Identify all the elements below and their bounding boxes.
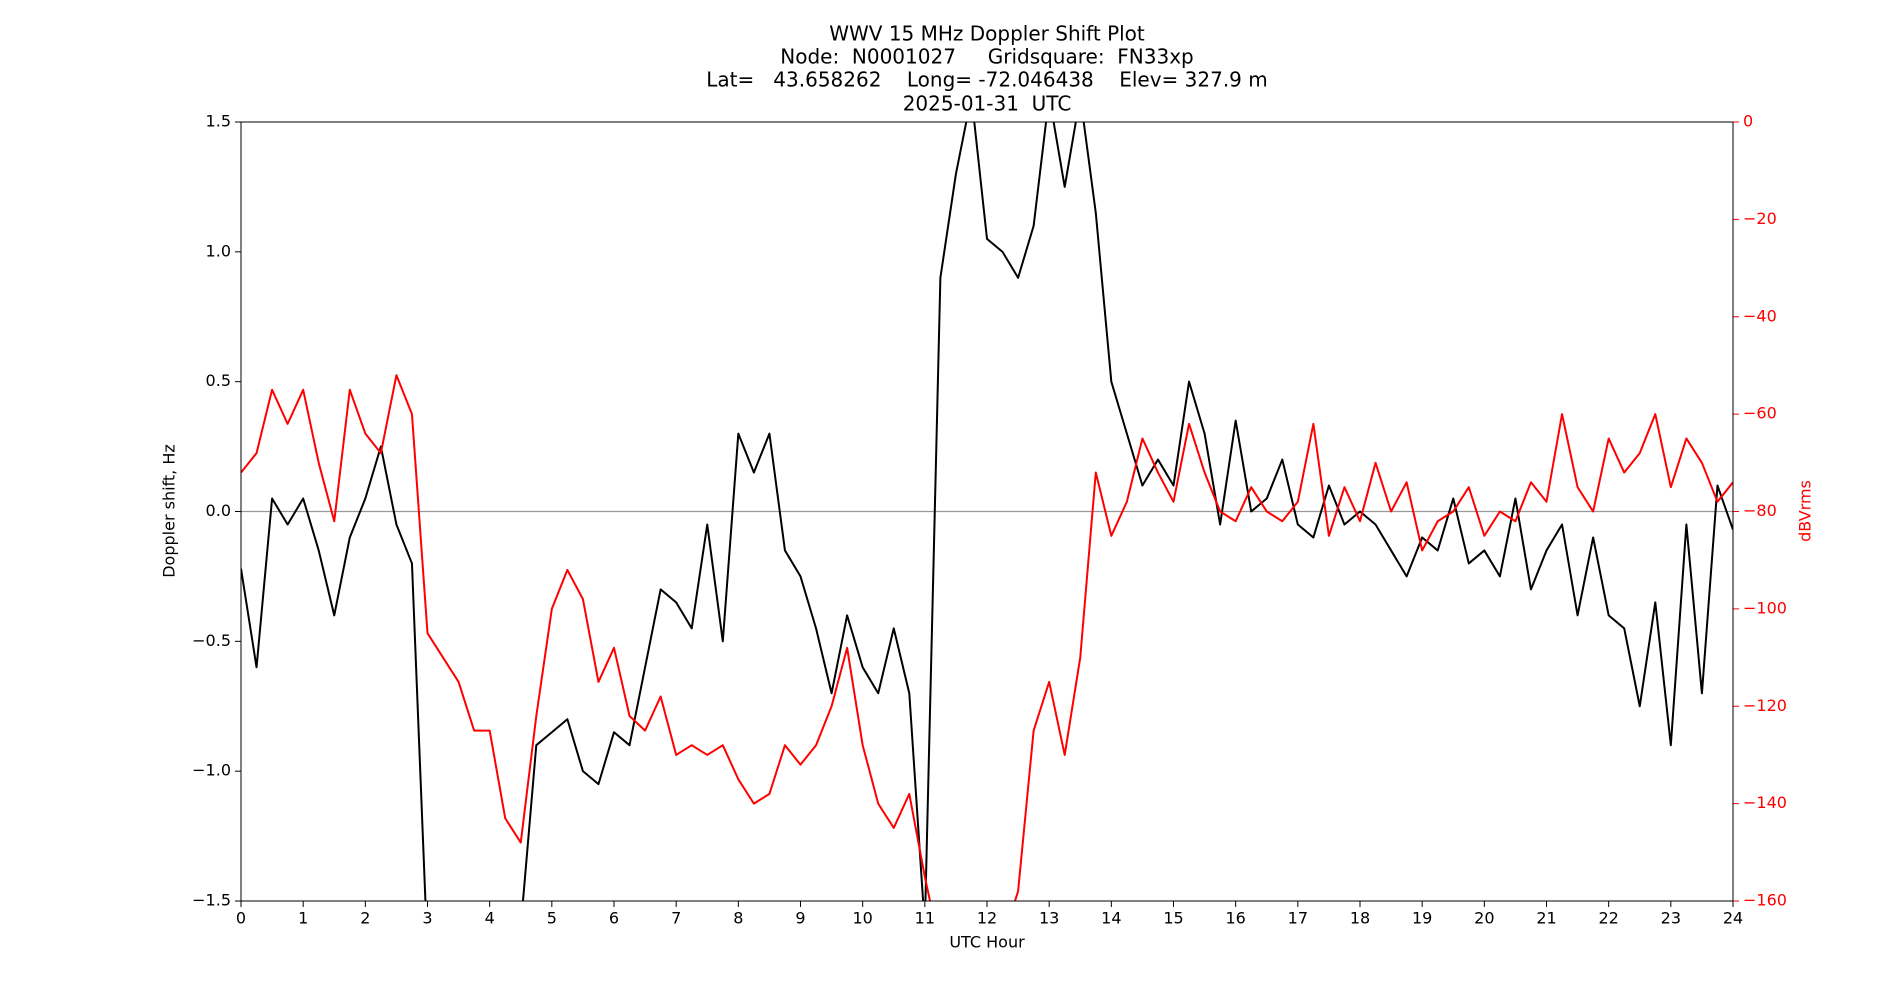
x-tick-label: 0 — [236, 909, 246, 928]
y2-tick-label: −60 — [1743, 404, 1777, 423]
y2-tick-label: −80 — [1743, 501, 1777, 520]
x-tick-label: 23 — [1661, 909, 1681, 928]
x-tick-label: 6 — [609, 909, 619, 928]
y-tick-label: −1.5 — [192, 891, 231, 910]
x-tick-label: 7 — [671, 909, 681, 928]
y-axis-label: Doppler shift, Hz — [160, 444, 179, 578]
x-tick-label: 18 — [1350, 909, 1370, 928]
chart-subtitle: 2025-01-31 UTC — [903, 92, 1072, 116]
y-tick-label: 0.0 — [206, 501, 231, 520]
x-tick-label: 9 — [795, 909, 805, 928]
y2-tick-label: −40 — [1743, 306, 1777, 325]
chart-subtitle: Node: N0001027 Gridsquare: FN33xp — [780, 45, 1193, 69]
x-tick-label: 24 — [1723, 909, 1743, 928]
x-tick-label: 14 — [1101, 909, 1121, 928]
x-tick-label: 4 — [485, 909, 495, 928]
x-tick-label: 13 — [1039, 909, 1059, 928]
y2-axis-label: dBVrms — [1796, 480, 1815, 542]
chart-subtitle: Lat= 43.658262 Long= -72.046438 Elev= 32… — [706, 68, 1268, 92]
x-axis-label: UTC Hour — [949, 933, 1025, 952]
y2-tick-label: −20 — [1743, 209, 1777, 228]
x-tick-label: 16 — [1225, 909, 1245, 928]
y-tick-label: −0.5 — [192, 631, 231, 650]
plot-frame — [240, 121, 1734, 902]
x-tick-label: 12 — [977, 909, 997, 928]
y2-tick-label: −140 — [1743, 793, 1787, 812]
x-tick-label: 11 — [915, 909, 935, 928]
y-tick-label: 1.5 — [206, 112, 231, 131]
x-tick-label: 19 — [1412, 909, 1432, 928]
x-tick-label: 15 — [1163, 909, 1183, 928]
x-tick-label: 22 — [1598, 909, 1618, 928]
x-tick-label: 2 — [360, 909, 370, 928]
data-line — [241, 122, 1733, 901]
x-tick-label: 5 — [547, 909, 557, 928]
y2-tick-label: −100 — [1743, 598, 1787, 617]
y2-tick-label: 0 — [1743, 112, 1753, 131]
x-tick-label: 17 — [1288, 909, 1308, 928]
y-tick-label: 0.5 — [206, 371, 231, 390]
chart-title: WWV 15 MHz Doppler Shift Plot — [829, 22, 1145, 46]
x-tick-label: 21 — [1536, 909, 1556, 928]
x-tick-label: 3 — [422, 909, 432, 928]
y-tick-label: 1.0 — [206, 241, 231, 260]
y2-tick-label: −120 — [1743, 696, 1787, 715]
x-tick-label: 8 — [733, 909, 743, 928]
x-tick-label: 20 — [1474, 909, 1494, 928]
x-tick-label: 1 — [298, 909, 308, 928]
y2-tick-label: −160 — [1743, 891, 1787, 910]
plot-area — [241, 122, 1733, 901]
x-tick-label: 10 — [852, 909, 872, 928]
data-line — [241, 374, 1733, 901]
y-tick-label: −1.0 — [192, 761, 231, 780]
